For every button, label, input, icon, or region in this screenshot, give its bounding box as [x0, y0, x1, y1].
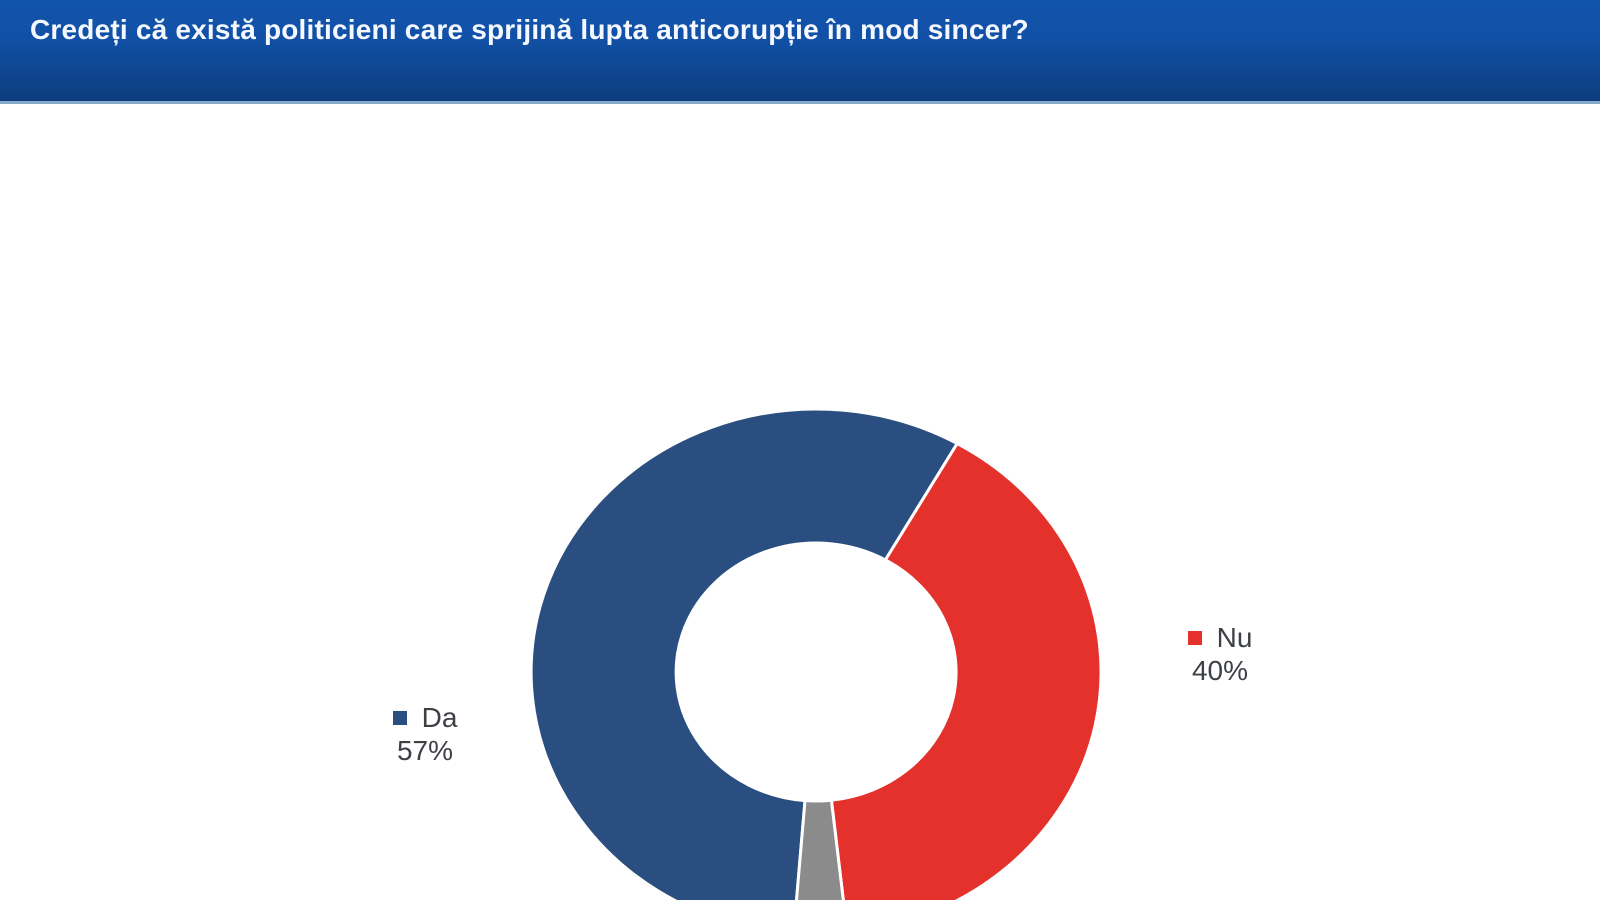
legend-marker-nu [1187, 630, 1202, 645]
pie-slice-nu-răspund [795, 798, 845, 900]
chart-label-nu-value: 40% [1191, 655, 1249, 686]
legend-marker-da [392, 710, 407, 725]
pie-slice-da [529, 407, 959, 900]
donut-chart [529, 407, 1103, 900]
chart-label-da-row: Da [350, 701, 500, 734]
slide-title-bar: Credeți că există politicieni care sprij… [0, 0, 1600, 104]
chart-label-da: Da 57% [350, 701, 500, 767]
page-title: Credeți că există politicieni care sprij… [30, 14, 1029, 45]
chart-label-da-value: 57% [396, 735, 454, 766]
chart-label-nu: Nu 40% [1140, 621, 1300, 687]
chart-label-nu-text: Nu [1216, 622, 1253, 653]
chart-label-da-text: Da [421, 702, 458, 733]
chart-area: Da 57% Nu 40% Nu răspund 3% [0, 107, 1600, 900]
pie-slice-nu [829, 442, 1103, 900]
chart-label-nu-row: Nu [1140, 621, 1300, 654]
